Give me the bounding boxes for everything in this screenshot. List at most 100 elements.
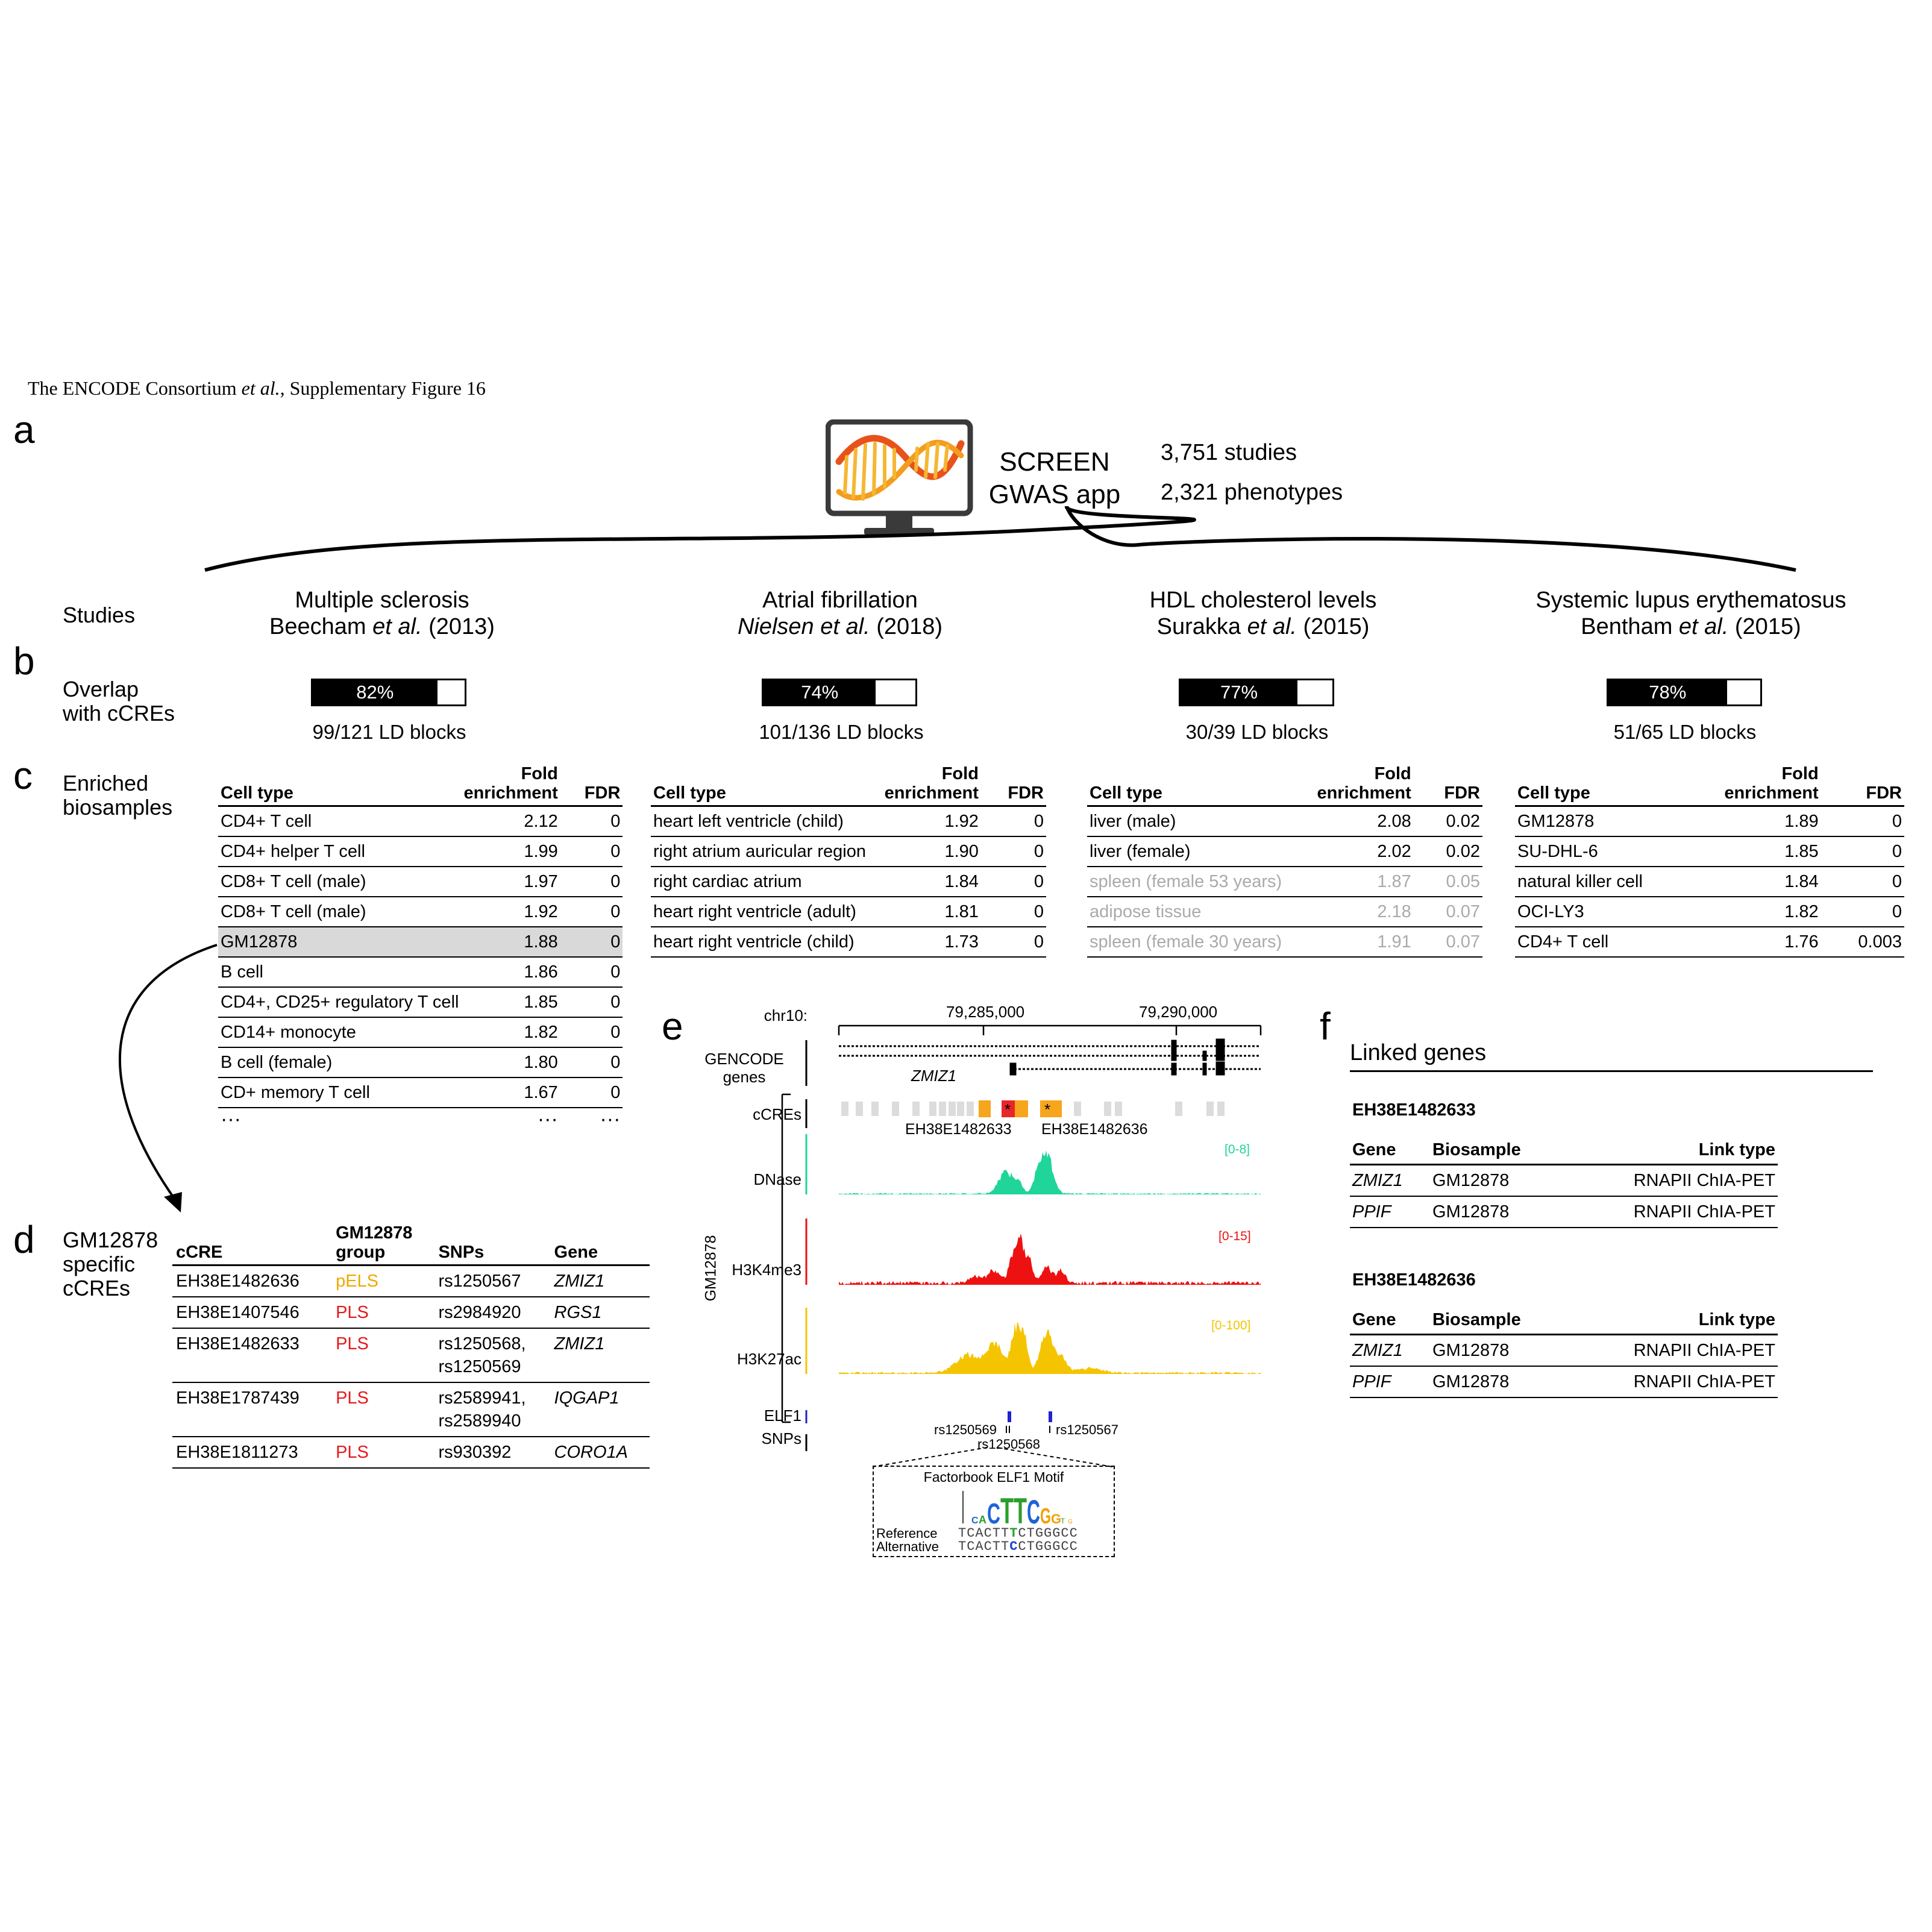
gene-name-label: ZMIZ1 bbox=[911, 1067, 957, 1085]
panel-label-c: c bbox=[13, 754, 33, 797]
study-title-ms: Multiple sclerosis Beecham et al. (2013) bbox=[195, 587, 569, 640]
figure-credit: The ENCODE Consortium et al., Supplement… bbox=[28, 377, 486, 400]
cell-type: adipose tissue bbox=[1087, 897, 1305, 927]
elf1-hit bbox=[1049, 1411, 1052, 1422]
overlap-bar-fill bbox=[1181, 680, 1298, 704]
fold-value: 1.97 bbox=[461, 867, 560, 897]
gene-name: ZMIZ1 bbox=[1350, 1164, 1431, 1197]
table-row: adipose tissue 2.18 0.07 bbox=[1087, 897, 1482, 927]
col-snps: SNPs bbox=[434, 1223, 551, 1266]
table-row: GM12878 1.88 0 bbox=[218, 927, 623, 958]
fold-value: 1.86 bbox=[461, 957, 560, 988]
col-cell-type: Cell type bbox=[218, 764, 462, 807]
col-fdr: FDR bbox=[1821, 764, 1904, 807]
ellipsis-row: ··· ··· ··· bbox=[218, 1108, 623, 1130]
fdr-value: 0 bbox=[1821, 836, 1904, 867]
enriched-label-line2: biosamples bbox=[63, 795, 173, 820]
fold-value: 1.85 bbox=[461, 987, 560, 1018]
cell-type: CD14+ monocyte bbox=[218, 1017, 462, 1048]
enriched-row-label: Enriched biosamples bbox=[63, 771, 172, 820]
tick-label-1: 79,285,000 bbox=[946, 1003, 1025, 1021]
motif-inset: Factorbook ELF1 Motif C A C T T C G G T … bbox=[873, 1466, 1115, 1557]
table-row: EH38E1811273 PLS rs930392 CORO1A bbox=[172, 1437, 650, 1469]
panel-label-d: d bbox=[13, 1218, 35, 1261]
ccres-track-label: cCREs bbox=[753, 1105, 801, 1123]
tick-label-2: 79,290,000 bbox=[1139, 1003, 1218, 1021]
col-group-line1: GM12878 bbox=[336, 1223, 413, 1243]
study-author: Bentham bbox=[1581, 614, 1679, 639]
overlap-row-label: Overlap with cCREs bbox=[63, 677, 175, 726]
ccre-id: EH38E1407546 bbox=[172, 1297, 333, 1329]
fold-value: 1.89 bbox=[1689, 806, 1821, 837]
gene-name: IQGAP1 bbox=[550, 1382, 650, 1437]
signal-track-h3k4me3 bbox=[839, 1234, 1261, 1285]
study-title-af: Atrial fibrillation Nielsen et al. (2018… bbox=[653, 587, 1027, 640]
ccre-id: EH38E1482636 bbox=[172, 1265, 333, 1297]
table-row: right cardiac atrium 1.84 0 bbox=[651, 867, 1046, 897]
fdr-value: 0.003 bbox=[1821, 927, 1904, 958]
gene-name: PPIF bbox=[1350, 1366, 1431, 1398]
overlap-bar: 78% bbox=[1607, 679, 1762, 706]
study-author: Nielsen bbox=[737, 614, 821, 639]
cell-type: OCI-LY3 bbox=[1515, 897, 1689, 927]
signal-tracks bbox=[805, 1134, 1261, 1423]
table-row: B cell 1.86 0 bbox=[218, 957, 623, 988]
study-year: (2015) bbox=[1296, 614, 1370, 639]
overlap-bar: 77% bbox=[1179, 679, 1334, 706]
table-row: GM12878 1.89 0 bbox=[1515, 806, 1904, 837]
fold-value: 1.67 bbox=[461, 1077, 560, 1108]
table-row: ZMIZ1 GM12878 RNAPII ChIA-PET bbox=[1350, 1334, 1778, 1367]
link-arrow bbox=[118, 944, 218, 1212]
snp-ids: rs2589941, rs2589940 bbox=[434, 1382, 551, 1437]
ccre-track: * * bbox=[841, 1100, 1225, 1118]
svg-text:T: T bbox=[1014, 1491, 1027, 1526]
ref-seq-pre: TCACTT bbox=[958, 1526, 1010, 1541]
snp-ids: rs1250567 bbox=[434, 1265, 551, 1297]
svg-text:T: T bbox=[1061, 1517, 1065, 1525]
col-gene: Gene bbox=[550, 1223, 650, 1266]
svg-text:C: C bbox=[1027, 1493, 1040, 1526]
header-row: Cell type Fold enrichment FDR bbox=[218, 764, 623, 807]
fold-value: 1.91 bbox=[1304, 927, 1414, 958]
cell-type: CD4+ T cell bbox=[1515, 927, 1689, 958]
col-cell-type: Cell type bbox=[1087, 764, 1305, 807]
elf1-hit bbox=[1008, 1411, 1011, 1422]
cell-type: liver (male) bbox=[1087, 806, 1305, 837]
fdr-value: 0 bbox=[980, 806, 1046, 837]
monitor-dna-icon bbox=[826, 419, 973, 535]
fdr-value: 0 bbox=[560, 1047, 623, 1078]
table-row: B cell (female) 1.80 0 bbox=[218, 1047, 623, 1078]
col-fold-line2: enrichment bbox=[1724, 783, 1819, 803]
curly-brace bbox=[204, 506, 1796, 572]
fdr-value: 0.05 bbox=[1413, 867, 1482, 897]
svg-text:G: G bbox=[1051, 1511, 1061, 1526]
fold-value: 1.80 bbox=[461, 1047, 560, 1078]
table-row: CD+ memory T cell 1.67 0 bbox=[218, 1077, 623, 1108]
header-row: Gene Biosample Link type bbox=[1350, 1310, 1778, 1335]
ccre-table-body: EH38E1482636 pELS rs1250567 ZMIZ1 EH38E14075… bbox=[172, 1265, 650, 1469]
panel-label-e: e bbox=[662, 1005, 683, 1048]
fdr-value: 0 bbox=[980, 927, 1046, 958]
svg-text:T: T bbox=[1000, 1491, 1014, 1526]
enrichment-table: Cell type Fold enrichment FDR liver (male) 2.… bbox=[1087, 764, 1482, 958]
col-fold-line1: Fold bbox=[941, 764, 979, 783]
cell-type: liver (female) bbox=[1087, 836, 1305, 867]
cell-type: CD8+ T cell (male) bbox=[218, 897, 462, 927]
specific-label-line1: GM12878 bbox=[63, 1228, 158, 1252]
overlap-bar: 82% bbox=[311, 679, 466, 706]
gene-name: RGS1 bbox=[550, 1297, 650, 1329]
ref-sequence: TCACTTTCTGGGCC bbox=[958, 1526, 1078, 1541]
gene-name: ZMIZ1 bbox=[550, 1265, 650, 1297]
overlap-percent: 78% bbox=[1649, 682, 1687, 703]
cell-type: heart right ventricle (adult) bbox=[651, 897, 878, 927]
col-fold-line2: enrichment bbox=[1317, 783, 1411, 803]
app-title: SCREEN GWAS app bbox=[976, 446, 1133, 511]
table-row: CD4+ T cell 2.12 0 bbox=[218, 806, 623, 837]
biosample-name: GM12878 bbox=[1430, 1334, 1566, 1367]
overlap-bar-fill bbox=[313, 680, 438, 704]
specific-label-line3: cCREs bbox=[63, 1276, 131, 1300]
study-disease: Atrial fibrillation bbox=[762, 588, 918, 613]
col-cell-type: Cell type bbox=[1515, 764, 1689, 807]
phenotypes-count: 2,321 phenotypes bbox=[1161, 480, 1343, 505]
fdr-value: 0 bbox=[560, 1017, 623, 1048]
